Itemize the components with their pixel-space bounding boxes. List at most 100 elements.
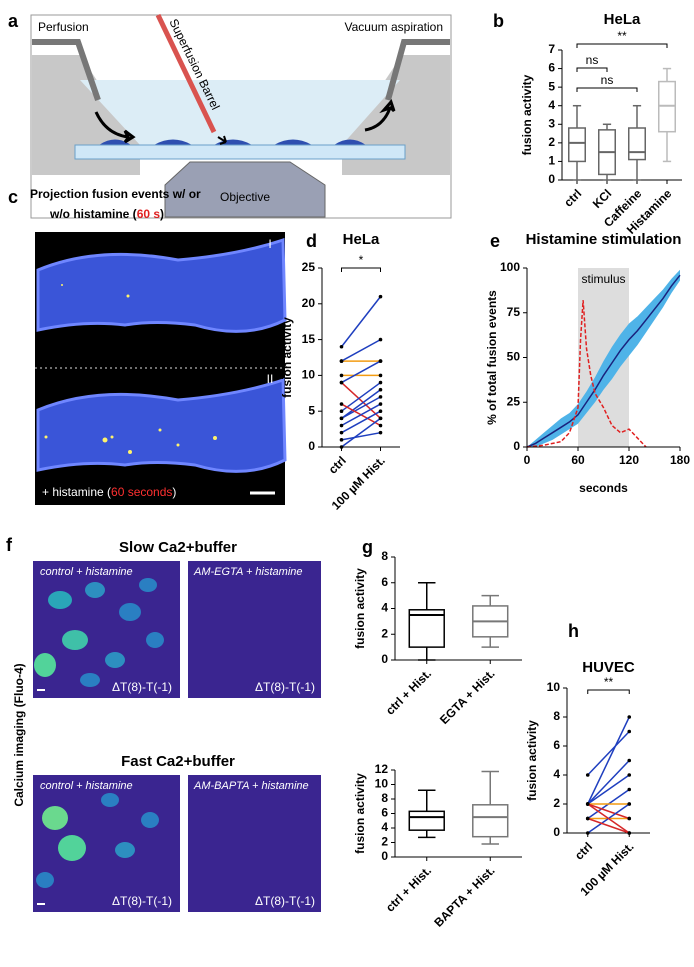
calcium-image <box>33 561 180 698</box>
objective <box>164 161 326 218</box>
perfusion-label: Perfusion <box>38 20 89 34</box>
point <box>339 416 344 421</box>
y-tick-label: 4 <box>381 601 388 615</box>
setup-diagram: Objective Perfusion Vacuum aspiration Su… <box>30 13 452 219</box>
point <box>627 787 632 792</box>
y-tick-label: 75 <box>507 305 521 319</box>
y-tick-label: 4 <box>553 767 560 781</box>
y-axis-label: fusion activity <box>280 317 294 398</box>
panel-label: b <box>493 11 504 31</box>
caption-text: + histamine ( <box>42 485 111 499</box>
x-tick-label: 0 <box>524 453 531 467</box>
chart-title: HeLa <box>604 11 641 28</box>
pair-line <box>341 381 381 412</box>
caption: + histamine (60 seconds) <box>42 485 176 499</box>
pair-line <box>341 360 381 384</box>
point <box>378 387 383 392</box>
point <box>339 445 344 449</box>
series-line <box>526 274 681 448</box>
title-text: w/o histamine ( <box>49 207 137 221</box>
point <box>378 294 383 299</box>
y-tick-label: 1 <box>548 154 555 168</box>
flow-arrow <box>364 99 396 132</box>
y-tick-label: 50 <box>507 350 521 364</box>
pair-line <box>341 389 381 419</box>
image-label: AM-EGTA + histamine <box>193 566 303 578</box>
objective-label: Objective <box>220 190 270 204</box>
point <box>378 359 383 363</box>
title-text: ) <box>160 207 164 221</box>
point <box>585 816 590 821</box>
point <box>339 402 344 406</box>
y-tick-label: 2 <box>381 626 388 640</box>
y-tick-label: 0 <box>513 439 520 453</box>
pair-line <box>340 296 382 348</box>
superfusion-barrel <box>155 13 217 134</box>
perfusion-tube <box>32 39 101 101</box>
y-tick-label: 6 <box>381 575 388 589</box>
panel-label: d <box>306 231 317 251</box>
y-tick-label: 6 <box>548 61 555 75</box>
pair-line <box>341 431 381 441</box>
box <box>472 804 509 838</box>
point <box>339 373 344 378</box>
y-tick-label: 2 <box>553 796 560 810</box>
x-tick-label: KCl <box>590 186 615 211</box>
panel-label: c <box>8 187 18 207</box>
significance-bracket <box>341 267 381 272</box>
y-tick-label: 5 <box>308 403 315 417</box>
x-tick-label: 180 <box>670 453 690 467</box>
pair-line <box>340 382 382 419</box>
significance-label: ns <box>586 53 599 67</box>
y-tick-label: 10 <box>375 777 389 791</box>
y-axis-label: % of total fusion events <box>485 290 499 425</box>
pair-line <box>587 817 630 834</box>
x-tick-label: 120 <box>619 453 639 467</box>
pair-line <box>587 774 630 805</box>
chart-title: HeLa <box>343 231 380 248</box>
pair-line <box>341 410 381 434</box>
bath <box>80 80 400 145</box>
pair-line <box>587 759 630 805</box>
significance-label: ** <box>617 29 627 43</box>
y-tick-label: 8 <box>381 549 388 563</box>
y-tick-label: 0 <box>548 172 555 186</box>
point <box>627 802 632 806</box>
x-tick-label: ctrl <box>561 186 584 209</box>
caption-text: ) <box>172 485 176 499</box>
image-label: AM-BAPTA + histamine <box>193 780 309 792</box>
panel-label: g <box>362 537 373 557</box>
chart-title: HUVEC <box>582 659 635 676</box>
y-tick-label: 0 <box>381 652 388 666</box>
flow-arrow <box>94 111 136 144</box>
y-tick-label: 10 <box>302 368 316 382</box>
cells <box>99 139 366 146</box>
significance-bracket <box>576 87 638 92</box>
point <box>378 423 383 428</box>
significance-bracket <box>576 43 668 48</box>
title-time: 60 s <box>137 207 161 221</box>
calcium-panel: Calcium imaging (Fluo-4) Slow Ca2+buffer… <box>12 539 321 912</box>
y-tick-label: 0 <box>308 439 315 453</box>
x-tick-label: 60 <box>571 453 585 467</box>
y-tick-label: 20 <box>302 296 316 310</box>
cell <box>36 377 287 473</box>
box <box>628 127 646 161</box>
x-tick-label: ctrl <box>572 839 595 862</box>
point <box>585 802 590 806</box>
point <box>378 416 383 421</box>
cells <box>34 578 164 888</box>
chart-title: Histamine stimulation <box>526 231 682 248</box>
point <box>378 337 383 342</box>
fast-title: Fast Ca2+buffer <box>121 753 235 770</box>
y-tick-label: 2 <box>548 135 555 149</box>
y-tick-label: 8 <box>553 709 560 723</box>
significance-label: ns <box>601 73 614 87</box>
point <box>339 359 344 363</box>
point <box>627 773 632 777</box>
box <box>408 810 445 831</box>
y-tick-label: 6 <box>381 806 388 820</box>
